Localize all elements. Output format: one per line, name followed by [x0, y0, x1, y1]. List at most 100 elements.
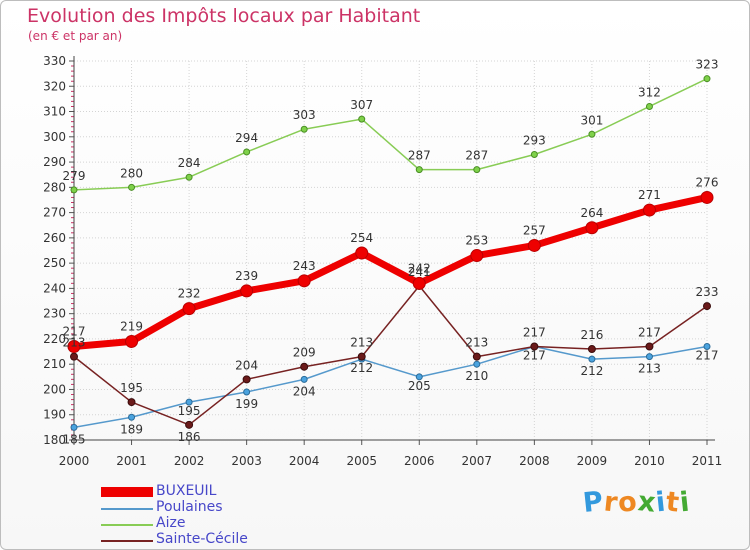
data-label-poulaines: 204 — [293, 384, 316, 398]
point-poulaines — [185, 398, 193, 406]
y-tick-label: 210 — [43, 357, 66, 371]
legend-swatch-buxeuil — [101, 487, 153, 497]
y-tick-label: 280 — [43, 180, 66, 194]
proxiti-logo: Proxiti — [581, 486, 693, 519]
series-line-aize — [73, 77, 708, 191]
data-label-poulaines: 205 — [408, 379, 431, 393]
point-aize — [645, 102, 653, 110]
y-tick-label: 270 — [43, 206, 66, 220]
grid — [73, 60, 708, 441]
point-poulaines — [645, 353, 653, 361]
legend-label-buxeuil: BUXEUIL — [156, 483, 217, 499]
x-tick-label: 2011 — [692, 454, 723, 468]
data-label-aize: 280 — [120, 166, 143, 180]
x-tick-label: 2010 — [634, 454, 665, 468]
data-label-buxeuil: 217 — [63, 325, 86, 339]
y-tick-label: 200 — [43, 382, 66, 396]
data-label-buxeuil: 239 — [235, 269, 258, 283]
data-label-buxeuil: 264 — [580, 206, 603, 220]
data-label-aize: 287 — [465, 149, 488, 163]
data-label-aize: 303 — [293, 108, 316, 122]
x-tick-label: 2001 — [116, 454, 147, 468]
logo-letter: i — [678, 486, 693, 519]
point-sainte-c-cile — [530, 342, 539, 351]
data-label-poulaines: 212 — [350, 361, 373, 375]
chart-title: Evolution des Impôts locaux par Habitant — [27, 5, 421, 27]
point-aize — [703, 75, 711, 83]
data-label-buxeuil: 219 — [120, 319, 143, 333]
point-buxeuil — [297, 274, 311, 288]
point-sainte-c-cile — [587, 345, 596, 354]
y-tick-label: 220 — [43, 332, 66, 346]
x-tick-label: 2004 — [289, 454, 320, 468]
legend-label-aize: Aize — [156, 515, 186, 531]
point-sainte-c-cile — [127, 398, 136, 407]
point-sainte-c-cile — [357, 352, 366, 361]
point-poulaines — [473, 360, 481, 368]
x-tick-label: 2008 — [519, 454, 550, 468]
point-aize — [415, 166, 423, 174]
y-tick-label: 230 — [43, 307, 66, 321]
data-label-sainte-c-cile: 186 — [178, 430, 201, 444]
point-buxeuil — [355, 246, 369, 260]
chart-subtitle: (en € et par an) — [28, 29, 123, 43]
legend-swatch-poulaines — [101, 508, 153, 510]
data-label-sainte-c-cile: 217 — [523, 326, 546, 340]
data-label-aize: 301 — [580, 113, 603, 127]
data-label-poulaines: 212 — [580, 364, 603, 378]
data-label-sainte-c-cile: 241 — [408, 265, 431, 279]
y-tick-label: 330 — [43, 54, 66, 68]
point-buxeuil — [412, 276, 426, 290]
data-label-poulaines: 210 — [465, 369, 488, 383]
point-aize — [473, 166, 481, 174]
legend-swatch-sainte-cecile — [101, 540, 153, 542]
data-label-buxeuil: 254 — [350, 231, 373, 245]
data-label-aize: 294 — [235, 131, 258, 145]
legend-swatch-aize — [101, 524, 153, 526]
series-lines — [67, 75, 714, 431]
data-label-aize: 307 — [350, 98, 373, 112]
point-aize — [300, 125, 308, 133]
data-label-aize: 312 — [638, 85, 661, 99]
point-buxeuil — [67, 340, 81, 354]
data-label-sainte-c-cile: 213 — [465, 336, 488, 350]
point-poulaines — [128, 413, 136, 421]
point-aize — [185, 173, 193, 181]
data-label-aize: 287 — [408, 149, 431, 163]
x-tick-label: 2002 — [174, 454, 205, 468]
point-poulaines — [415, 373, 423, 381]
data-label-sainte-c-cile: 233 — [696, 285, 719, 299]
point-aize — [70, 186, 78, 194]
data-label-aize: 323 — [696, 58, 719, 72]
point-poulaines — [243, 388, 251, 396]
point-sainte-c-cile — [185, 420, 194, 429]
point-sainte-c-cile — [703, 302, 711, 311]
point-aize — [358, 115, 366, 123]
data-label-poulaines: 195 — [178, 404, 201, 418]
point-buxeuil — [470, 249, 484, 263]
point-buxeuil — [642, 203, 656, 217]
point-poulaines — [588, 355, 596, 363]
data-label-sainte-c-cile: 209 — [293, 346, 316, 360]
data-label-sainte-c-cile: 216 — [580, 328, 603, 342]
y-tick-label: 180 — [43, 433, 66, 447]
point-buxeuil — [585, 221, 599, 235]
data-label-poulaines: 185 — [63, 432, 86, 446]
series-line-poulaines — [73, 345, 708, 429]
y-tick-label: 320 — [43, 79, 66, 93]
point-poulaines — [703, 343, 711, 351]
point-buxeuil — [182, 302, 196, 316]
data-label-buxeuil: 243 — [293, 259, 316, 273]
data-label-sainte-c-cile: 213 — [63, 336, 86, 350]
data-label-buxeuil: 271 — [638, 188, 661, 202]
x-tick-label: 2006 — [404, 454, 435, 468]
data-label-aize: 279 — [63, 169, 86, 183]
data-label-poulaines: 213 — [638, 362, 661, 376]
point-sainte-c-cile — [300, 362, 309, 371]
x-tick-label: 2005 — [346, 454, 377, 468]
data-label-sainte-c-cile: 217 — [638, 326, 661, 340]
data-label-aize: 284 — [178, 156, 201, 170]
y-tick-label: 190 — [43, 408, 66, 422]
